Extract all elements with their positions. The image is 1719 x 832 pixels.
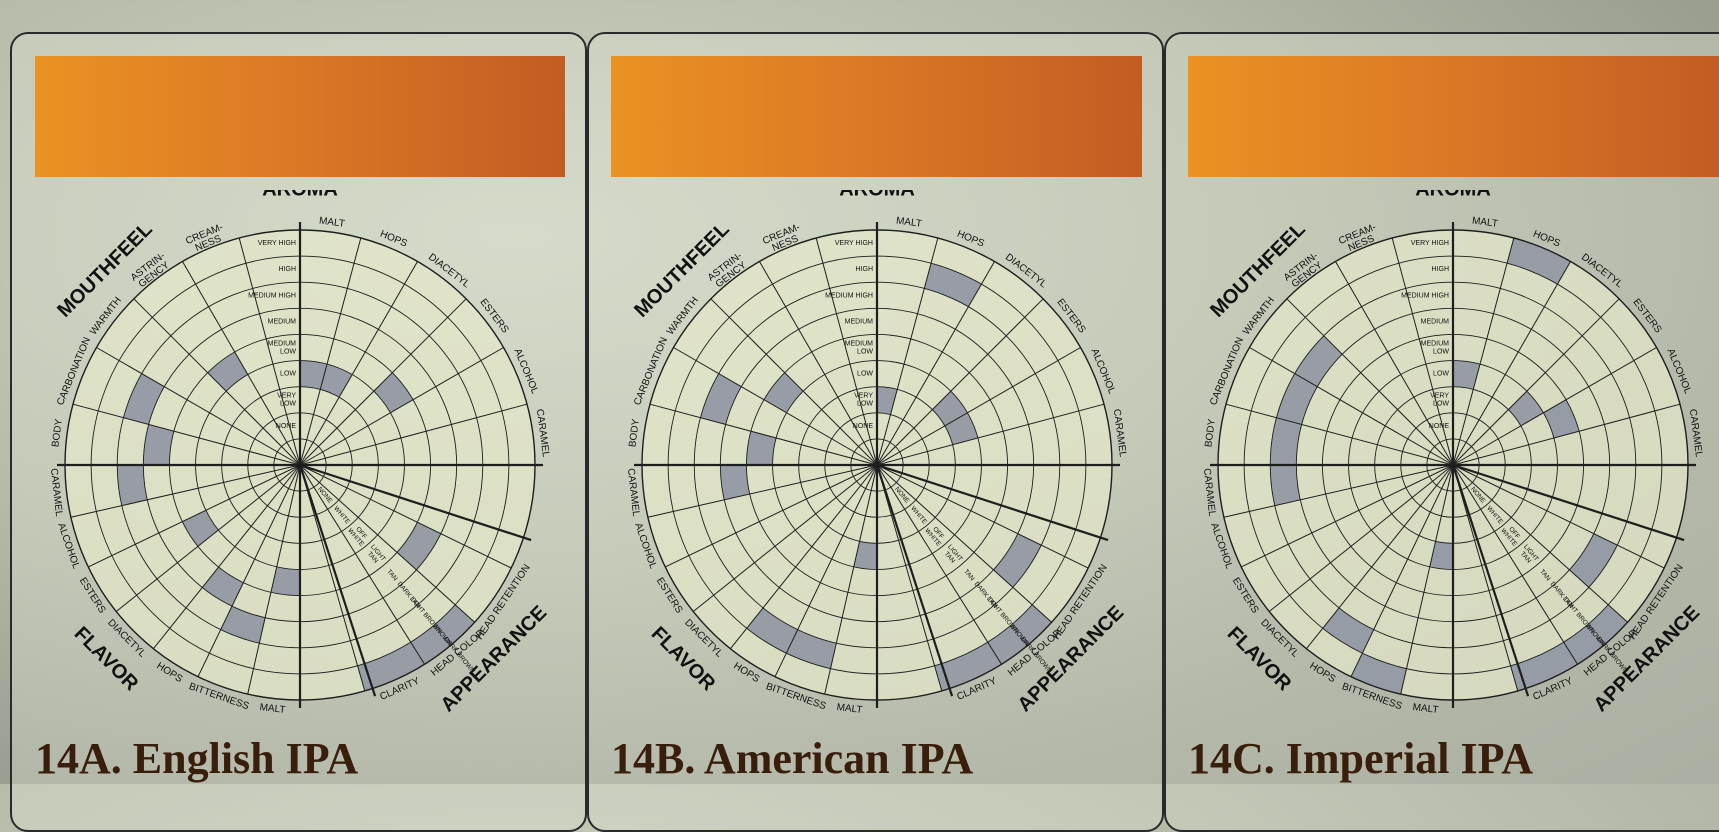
- flavor-wheel-imperial-ipa: MALTHOPSDIACETYLESTERSALCOHOLCARAMELCLAR…: [1193, 190, 1719, 730]
- intensity-mark-caramel: [1270, 465, 1300, 506]
- scale-label-medium-high: MEDIUM HIGH: [248, 292, 296, 299]
- spoke-label-malt: MALT: [895, 215, 922, 229]
- spoke-label-body: BODY: [50, 418, 65, 448]
- scale-label-very-high: VERY HIGH: [1411, 240, 1449, 247]
- section-label-aroma: AROMA: [839, 190, 915, 200]
- spoke-label-malt: MALT: [1412, 702, 1439, 716]
- scale-label-high: HIGH: [279, 266, 297, 273]
- scale-label-medium: MEDIUM: [1421, 318, 1450, 325]
- banner-english-ipa: [35, 56, 565, 177]
- scale-label-low: LOW: [280, 370, 296, 377]
- spoke-label-malt: MALT: [318, 215, 345, 229]
- spoke-label-caramel: CARAMEL: [1201, 468, 1217, 518]
- scale-label-very-high: VERY HIGH: [835, 240, 873, 247]
- spoke-label-malt: MALT: [259, 702, 286, 716]
- scale-label-very-high: VERY HIGH: [258, 240, 296, 247]
- section-label-aroma: AROMA: [1415, 190, 1491, 200]
- banner-american-ipa: [611, 56, 1142, 177]
- style-title-imperial-ipa: 14C. Imperial IPA: [1188, 737, 1533, 781]
- flavor-wheel-english-ipa: MALTHOPSDIACETYLESTERSALCOHOLCARAMELCLAR…: [40, 190, 560, 730]
- scale-label-high: HIGH: [856, 266, 874, 273]
- scale-label-medium: MEDIUM: [845, 318, 874, 325]
- scale-label-none: NONE: [276, 423, 297, 430]
- spoke-label-caramel: CARAMEL: [534, 408, 551, 458]
- intensity-mark-caramel: [117, 465, 147, 506]
- section-label-flavor: FLAVOR: [647, 623, 720, 696]
- spoke-label-caramel: CARAMEL: [48, 468, 64, 518]
- scale-label-high: HIGH: [1432, 266, 1450, 273]
- spoke-label-body: BODY: [1203, 418, 1218, 448]
- section-label-aroma: AROMA: [262, 190, 338, 200]
- section-label-flavor: FLAVOR: [70, 623, 143, 696]
- banner-imperial-ipa: [1188, 56, 1719, 177]
- scale-label-medium: MEDIUM: [268, 318, 297, 325]
- scale-label-none: NONE: [853, 423, 874, 430]
- spoke-label-caramel: CARAMEL: [1687, 408, 1704, 458]
- spoke-label-caramel: CARAMEL: [1111, 408, 1128, 458]
- spoke-label-body: BODY: [627, 418, 642, 448]
- style-title-american-ipa: 14B. American IPA: [611, 737, 973, 781]
- section-label-flavor: FLAVOR: [1223, 623, 1296, 696]
- scale-label-low: LOW: [1433, 370, 1449, 377]
- spoke-label-malt: MALT: [836, 702, 863, 716]
- spoke-label-malt: MALT: [1471, 215, 1498, 229]
- spoke-label-caramel: CARAMEL: [625, 468, 641, 518]
- scale-label-medium-high: MEDIUM HIGH: [1401, 292, 1449, 299]
- style-title-english-ipa: 14A. English IPA: [35, 737, 358, 781]
- flavor-wheel-american-ipa: MALTHOPSDIACETYLESTERSALCOHOLCARAMELCLAR…: [617, 190, 1137, 730]
- scale-label-low: LOW: [857, 370, 873, 377]
- scale-label-medium-high: MEDIUM HIGH: [825, 292, 873, 299]
- scale-label-none: NONE: [1429, 423, 1450, 430]
